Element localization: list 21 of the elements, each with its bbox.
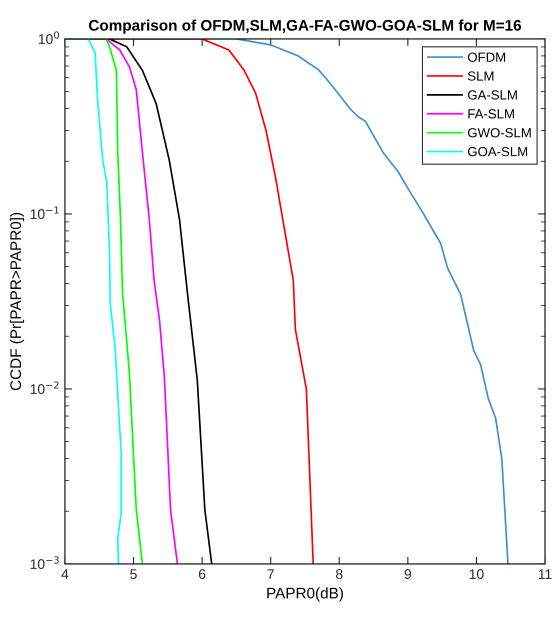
y-tick-label: 10$^{0}$ (38, 31, 59, 44)
chart-title: Comparison of OFDM,SLM,GA-FA-GWO-GOA-SLM for M=16 (88, 20, 522, 34)
y-tick-label: 10$^{−1}$ (30, 206, 59, 220)
x-tick-label: 5 (130, 569, 137, 580)
legend-label: GA-SLM (468, 90, 517, 100)
x-tick-label: 4 (61, 569, 68, 579)
x-tick-label: 11 (538, 569, 552, 579)
x-tick-label: 9 (404, 569, 412, 580)
y-axis-title: CCDF (Pr[PAPR>PAPR0]) (10, 212, 24, 390)
legend-label: SLM (468, 71, 494, 81)
x-tick-label: 10 (470, 569, 484, 580)
x-tick-label: 7 (268, 569, 274, 579)
x-axis-title: PAPR0(dB) (267, 587, 343, 602)
legend-label: GOA-SLM (468, 146, 528, 156)
y-tick-label: 10$^{−2}$ (30, 381, 59, 394)
legend-label: GWO-SLM (468, 128, 531, 138)
x-tick-label: 6 (198, 569, 206, 580)
legend-label: FA-SLM (468, 109, 514, 119)
x-tick-label: 8 (336, 569, 343, 580)
y-tick-label: 10$^{−3}$ (30, 556, 59, 570)
legend-label: OFDM (468, 52, 506, 62)
